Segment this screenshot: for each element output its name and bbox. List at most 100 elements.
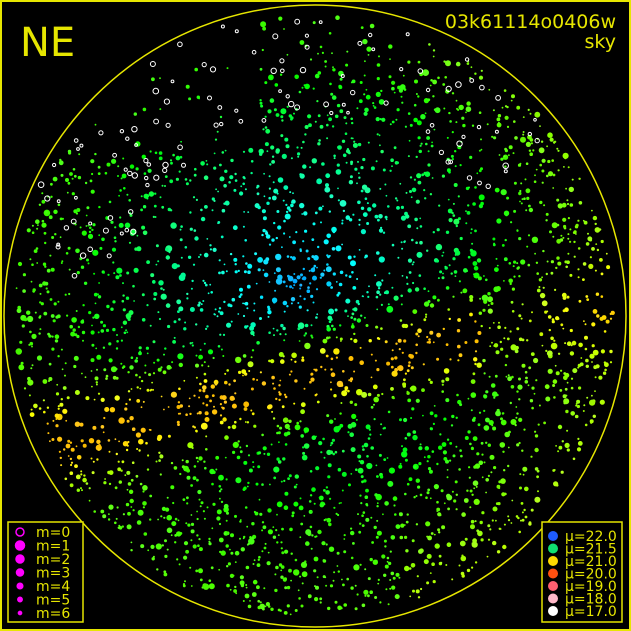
star-point [294, 104, 301, 111]
star-point [454, 250, 461, 256]
star-point [594, 390, 596, 392]
star-point [205, 394, 209, 399]
star-point [274, 573, 277, 576]
star-point [328, 522, 332, 527]
star-point [92, 460, 95, 463]
star-point [420, 142, 423, 145]
star-point [442, 83, 446, 86]
star-point [204, 205, 208, 209]
star-point [196, 510, 199, 513]
star-point [123, 187, 126, 190]
star-point [422, 69, 429, 76]
star-point [181, 465, 185, 469]
star-point [223, 503, 229, 509]
star-point [395, 118, 398, 121]
star-point [193, 229, 197, 232]
star-point [506, 337, 510, 341]
star-point [74, 390, 80, 395]
star-point [327, 255, 330, 259]
star-point [140, 379, 144, 383]
star-point [94, 152, 97, 156]
star-point [421, 173, 425, 177]
star-point [83, 281, 88, 285]
star-point [271, 195, 277, 201]
star-point [122, 441, 129, 447]
star-point [211, 197, 215, 201]
star-point [325, 173, 331, 179]
star-point [413, 465, 417, 469]
star-point [488, 375, 491, 378]
star-point [511, 375, 514, 379]
star-point [497, 325, 501, 330]
star-point [463, 268, 468, 273]
star-point [359, 494, 362, 497]
star-point [300, 146, 303, 149]
star-point [390, 158, 394, 162]
star-point [357, 467, 364, 474]
star-point [367, 207, 372, 212]
star-point [156, 358, 160, 362]
star-point [177, 401, 181, 404]
star-point [52, 176, 58, 182]
star-point [556, 198, 560, 202]
star-point [34, 311, 37, 314]
star-point [226, 322, 232, 328]
star-point [297, 302, 300, 304]
star-point [67, 455, 70, 457]
star-point [380, 149, 384, 154]
star-point [396, 161, 400, 164]
star-point [528, 366, 532, 370]
star-point [228, 181, 231, 184]
star-point [289, 527, 293, 532]
star-point [253, 510, 256, 514]
star-point [487, 524, 491, 528]
star-point [310, 470, 313, 473]
star-point [584, 347, 588, 351]
star-point [280, 565, 285, 569]
star-point [419, 443, 422, 446]
star-point [98, 282, 100, 284]
star-point [337, 467, 342, 472]
star-point [316, 178, 323, 185]
star-point [239, 446, 242, 449]
star-point [471, 242, 474, 245]
star-point [425, 316, 427, 318]
star-point [329, 497, 332, 500]
star-point [372, 384, 378, 390]
star-point [290, 157, 293, 160]
star-point [405, 276, 408, 278]
star-point [593, 365, 596, 367]
star-point [229, 175, 234, 180]
star-point [118, 480, 123, 484]
star-point [212, 247, 217, 252]
star-point [325, 490, 330, 495]
star-point [199, 505, 202, 508]
star-point [314, 73, 320, 79]
star-point [408, 567, 412, 570]
star-point [213, 313, 216, 316]
star-point [336, 565, 339, 567]
star-point [57, 436, 63, 442]
star-point [133, 112, 137, 116]
star-point [198, 97, 201, 100]
star-point [191, 344, 194, 347]
star-point [508, 154, 510, 157]
star-point [252, 465, 255, 468]
star-point [346, 577, 350, 581]
star-point [195, 354, 198, 357]
star-point [296, 421, 300, 425]
star-point [169, 209, 173, 212]
star-point [477, 331, 482, 335]
star-point [363, 93, 366, 96]
star-point [185, 413, 188, 417]
star-point [277, 608, 281, 612]
star-point [141, 293, 145, 297]
star-point [301, 213, 304, 215]
star-point [22, 273, 26, 277]
star-point [169, 179, 174, 184]
star-point [198, 547, 203, 552]
star-point [541, 169, 545, 173]
star-point [299, 287, 302, 290]
star-point [246, 485, 249, 488]
star-point [328, 117, 332, 122]
